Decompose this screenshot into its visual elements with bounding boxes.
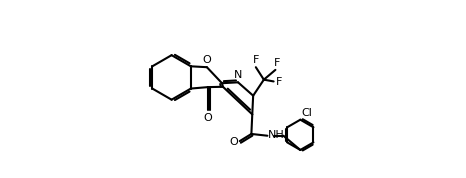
Text: O: O bbox=[229, 137, 238, 147]
Text: F: F bbox=[253, 55, 259, 65]
Text: O: O bbox=[203, 113, 212, 123]
Text: N: N bbox=[234, 70, 242, 80]
Text: NH: NH bbox=[268, 130, 285, 140]
Text: F: F bbox=[276, 77, 283, 87]
Text: O: O bbox=[203, 55, 211, 65]
Text: Cl: Cl bbox=[301, 108, 312, 117]
Text: F: F bbox=[274, 58, 281, 68]
